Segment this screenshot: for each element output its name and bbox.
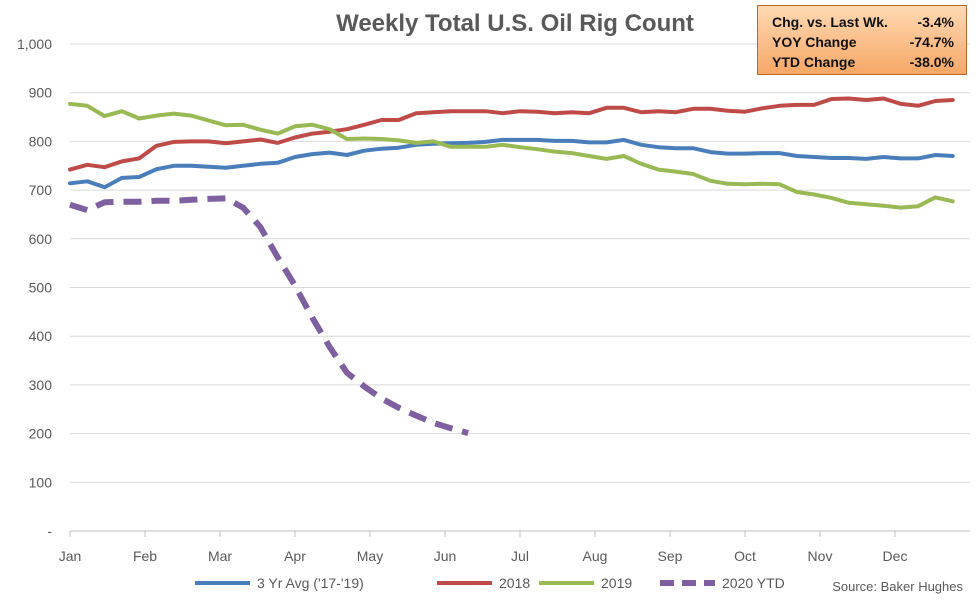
legend: 3 Yr Avg ('17-'19) 2018 2019 2020 YTD xyxy=(195,575,785,591)
y-tick-label: 100 xyxy=(29,474,53,490)
x-tick-label: Jan xyxy=(59,548,82,564)
y-tick-label: - xyxy=(47,523,52,539)
series-line-0 xyxy=(68,137,955,190)
stats-row-weekly: Chg. vs. Last Wk. -3.4% xyxy=(772,12,954,32)
stats-value: -74.7% xyxy=(909,34,954,50)
grid-lines xyxy=(70,43,970,532)
stats-row-yoy: YOY Change -74.7% xyxy=(772,32,954,52)
x-axis-ticks: Jan Feb Mar Apr May Jun Jul Aug Sep Oct Nov Dec xyxy=(59,531,908,564)
stats-box: Chg. vs. Last Wk. -3.4% YOY Change -74.7… xyxy=(757,5,967,75)
y-tick-label: 1,000 xyxy=(17,36,52,52)
series-line-1 xyxy=(68,96,955,172)
x-tick-label: Apr xyxy=(284,548,306,564)
x-tick-label: May xyxy=(357,548,383,564)
stats-label: Chg. vs. Last Wk. xyxy=(772,14,888,30)
stats-row-ytd: YTD Change -38.0% xyxy=(772,52,954,72)
x-tick-label: Dec xyxy=(883,548,908,564)
stats-value: -3.4% xyxy=(917,14,954,30)
y-tick-label: 700 xyxy=(29,182,53,198)
y-tick-label: 300 xyxy=(29,377,53,393)
legend-label: 2020 YTD xyxy=(722,575,785,591)
x-tick-label: Nov xyxy=(808,548,833,564)
stats-label: YTD Change xyxy=(772,54,856,70)
series-line-2 xyxy=(68,101,955,210)
x-tick-label: Feb xyxy=(133,548,157,564)
y-tick-label: 900 xyxy=(29,85,53,101)
x-tick-label: Oct xyxy=(734,548,756,564)
legend-label: 2018 xyxy=(499,575,530,591)
x-tick-label: Aug xyxy=(583,548,608,564)
x-tick-label: Jun xyxy=(434,548,457,564)
stats-label: YOY Change xyxy=(772,34,857,50)
legend-label: 3 Yr Avg ('17-'19) xyxy=(257,575,364,591)
x-tick-label: Mar xyxy=(208,548,232,564)
stats-value: -38.0% xyxy=(909,54,954,70)
y-tick-label: 200 xyxy=(29,426,53,442)
y-tick-label: 500 xyxy=(29,280,53,296)
series-line-3 xyxy=(69,195,469,436)
x-tick-label: Jul xyxy=(511,548,529,564)
y-tick-label: 600 xyxy=(29,231,53,247)
y-tick-label: 400 xyxy=(29,328,53,344)
legend-label: 2019 xyxy=(601,575,632,591)
source-note: Source: Baker Hughes xyxy=(832,579,963,594)
y-tick-label: 800 xyxy=(29,133,53,149)
x-tick-label: Sep xyxy=(658,548,683,564)
y-axis-ticks: - 100 200 300 400 500 600 700 800 900 1,000 xyxy=(17,36,52,539)
series-lines xyxy=(68,96,955,436)
chart-title: Weekly Total U.S. Oil Rig Count xyxy=(336,10,694,37)
